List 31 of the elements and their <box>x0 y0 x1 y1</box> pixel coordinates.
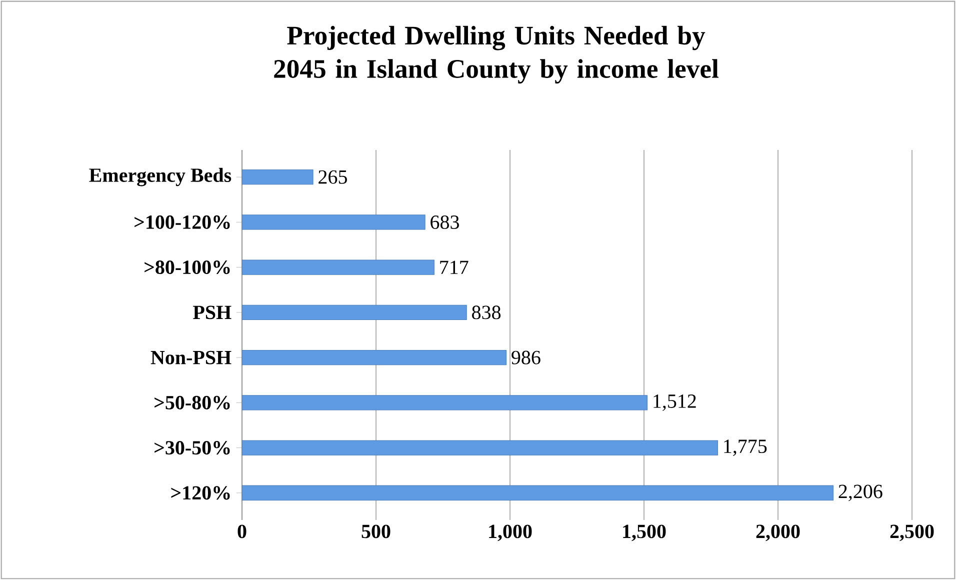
y-tick-label: >120% <box>171 486 230 500</box>
bar <box>242 395 648 410</box>
data-label: 838 <box>472 306 501 320</box>
x-tick-label: 0 <box>238 524 246 538</box>
data-label: 717 <box>440 260 468 274</box>
y-tick-label: PSH <box>193 306 232 320</box>
bar <box>242 260 434 275</box>
y-tick-label: >100-120% <box>134 215 230 229</box>
y-tick-label: >80-100% <box>144 260 230 274</box>
data-label: 265 <box>318 170 347 184</box>
y-tick-label: >30-50% <box>154 441 230 455</box>
chart-title: Projected Dwelling Units Needed by 2045 in Island County by income level <box>274 26 718 84</box>
bar <box>242 214 426 230</box>
bar <box>242 350 507 366</box>
data-label: 2,206 <box>838 484 882 502</box>
x-tick-label: 2,000 <box>756 524 800 542</box>
data-label: 683 <box>430 215 459 229</box>
data-label: 986 <box>512 350 540 364</box>
y-tick-label: Non-PSH <box>150 350 232 364</box>
data-label: 1,775 <box>724 440 767 456</box>
y-tick-label: Emergency Beds <box>89 168 232 186</box>
x-tick-label: 2,500 <box>890 524 934 542</box>
data-label: 1,512 <box>654 394 696 411</box>
x-tick-label: 1,000 <box>489 524 532 542</box>
bar <box>242 169 314 185</box>
bar <box>242 485 834 501</box>
x-tick-label: 1,500 <box>623 524 666 542</box>
bar <box>242 304 467 320</box>
bar <box>242 440 718 456</box>
y-tick-label: >50-80% <box>154 396 230 410</box>
x-tick-label: 500 <box>362 524 390 538</box>
